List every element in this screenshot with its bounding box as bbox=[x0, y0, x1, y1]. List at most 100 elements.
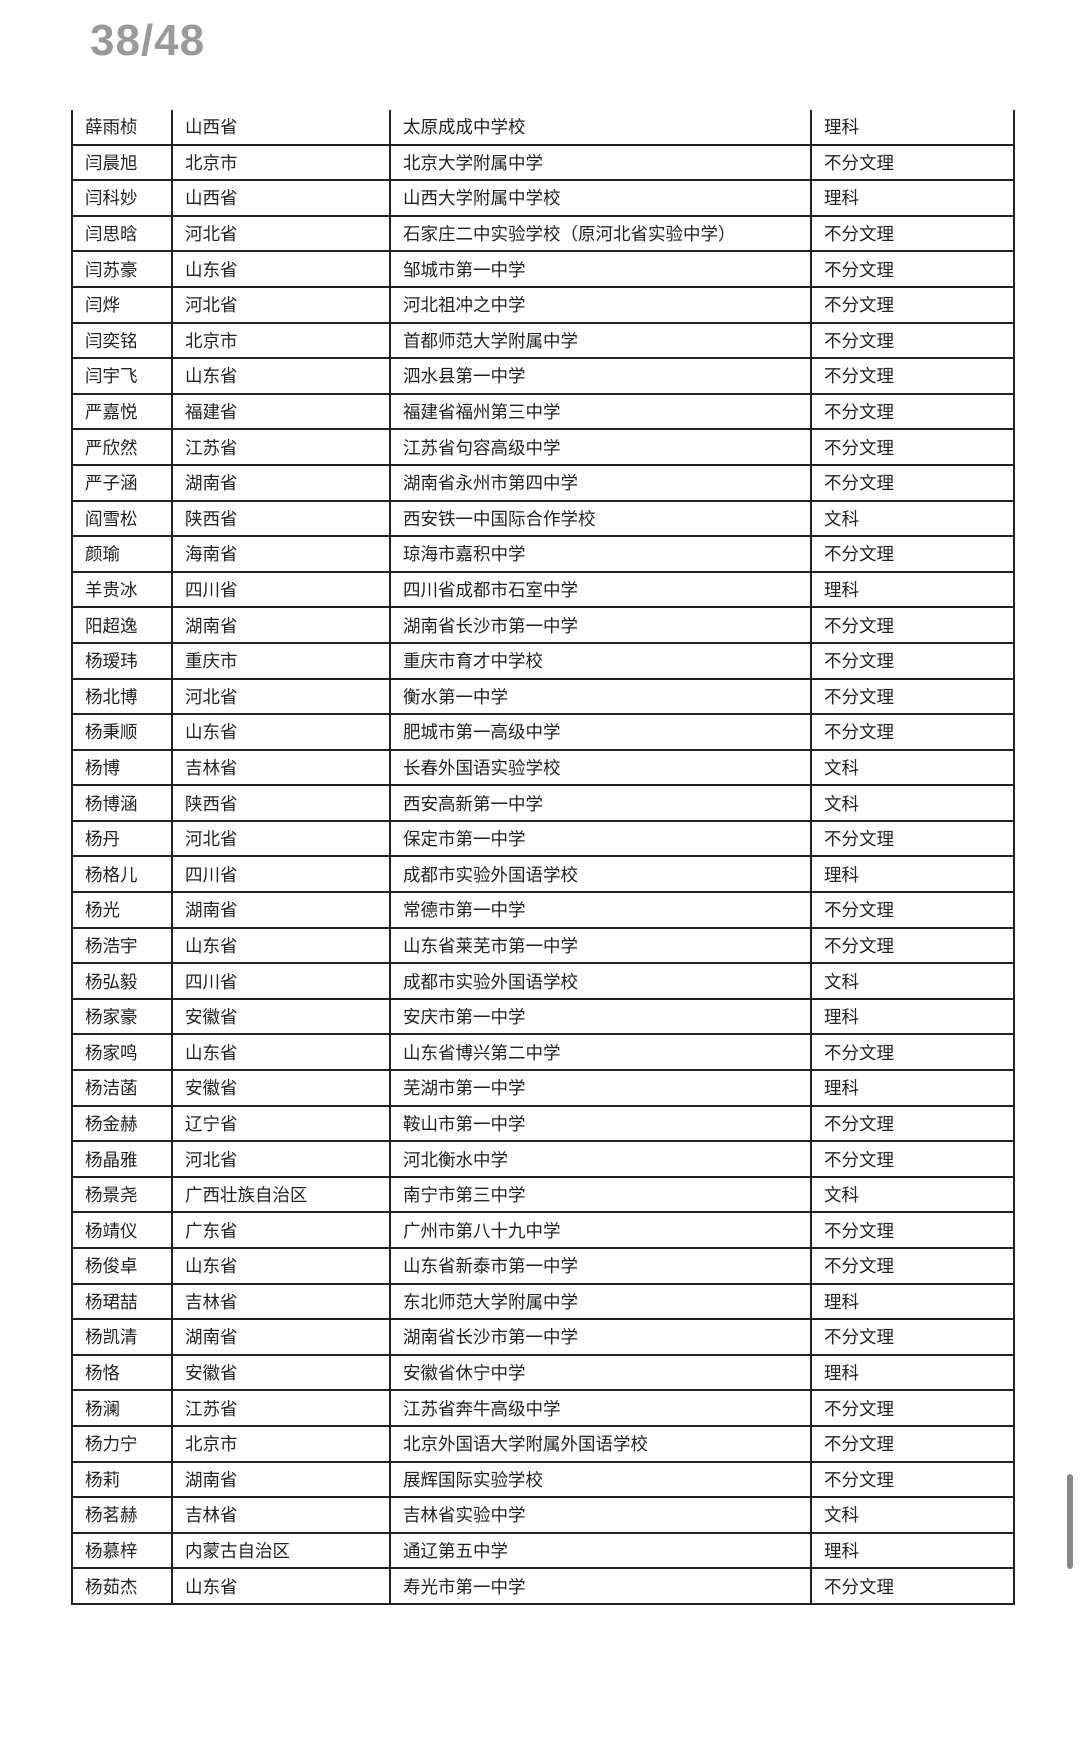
table-row: 阳超逸 湖南省 湖南省长沙市第一中学 不分文理 bbox=[71, 606, 1015, 644]
province-cell: 重庆市 bbox=[171, 641, 391, 680]
school-cell: 湖南省长沙市第一中学 bbox=[389, 1318, 812, 1356]
province-cell: 吉林省 bbox=[171, 748, 391, 787]
school-cell: 肥城市第一高级中学 bbox=[389, 713, 812, 751]
school-cell: 安徽省休宁中学 bbox=[389, 1353, 812, 1392]
name-cell: 严子涵 bbox=[71, 463, 173, 502]
name-cell: 杨弘毅 bbox=[71, 962, 173, 1000]
name-cell: 杨慕梓 bbox=[71, 1531, 173, 1570]
table-row: 杨凯清 湖南省 湖南省长沙市第一中学 不分文理 bbox=[71, 1318, 1015, 1356]
name-cell: 严欣然 bbox=[71, 428, 173, 466]
province-cell: 广东省 bbox=[171, 1211, 391, 1249]
table-row: 闫烨 河北省 河北祖冲之中学 不分文理 bbox=[71, 285, 1015, 324]
province-cell: 山西省 bbox=[171, 110, 391, 146]
name-cell: 杨家豪 bbox=[71, 997, 173, 1036]
table-row: 严欣然 江苏省 江苏省句容高级中学 不分文理 bbox=[71, 428, 1015, 466]
province-cell: 四川省 bbox=[171, 962, 391, 1000]
name-cell: 杨靖仪 bbox=[71, 1211, 173, 1249]
scrollbar[interactable] bbox=[1067, 1474, 1073, 1569]
category-cell: 不分文理 bbox=[810, 1033, 1015, 1072]
name-cell: 杨家鸣 bbox=[71, 1033, 173, 1072]
school-cell: 北京外国语大学附属外国语学校 bbox=[389, 1424, 812, 1463]
table-row: 杨秉顺 山东省 肥城市第一高级中学 不分文理 bbox=[71, 713, 1015, 751]
name-cell: 闫苏豪 bbox=[71, 250, 173, 288]
table-row: 杨光 湖南省 常德市第一中学 不分文理 bbox=[71, 891, 1015, 929]
school-cell: 展辉国际实验学校 bbox=[389, 1460, 812, 1499]
province-cell: 江苏省 bbox=[171, 1389, 391, 1427]
table-row: 杨莉 湖南省 展辉国际实验学校 不分文理 bbox=[71, 1460, 1015, 1499]
school-cell: 芜湖市第一中学 bbox=[389, 1069, 812, 1107]
category-cell: 不分文理 bbox=[810, 321, 1015, 360]
table-row: 羊贵冰 四川省 四川省成都市石室中学 理科 bbox=[71, 570, 1015, 609]
province-cell: 山东省 bbox=[171, 926, 391, 965]
category-cell: 理科 bbox=[810, 1069, 1015, 1107]
name-cell: 杨瑷玮 bbox=[71, 641, 173, 680]
category-cell: 不分文理 bbox=[810, 1140, 1015, 1178]
name-cell: 杨茹杰 bbox=[71, 1567, 173, 1605]
name-cell: 羊贵冰 bbox=[71, 570, 173, 609]
table-row: 阎雪松 陕西省 西安铁一中国际合作学校 文科 bbox=[71, 499, 1015, 538]
category-cell: 不分文理 bbox=[810, 819, 1015, 858]
category-cell: 不分文理 bbox=[810, 1424, 1015, 1463]
category-cell: 不分文理 bbox=[810, 713, 1015, 751]
name-cell: 杨丹 bbox=[71, 819, 173, 858]
school-cell: 东北师范大学附属中学 bbox=[389, 1282, 812, 1321]
province-cell: 河北省 bbox=[171, 819, 391, 858]
school-cell: 山东省博兴第二中学 bbox=[389, 1033, 812, 1072]
province-cell: 湖南省 bbox=[171, 606, 391, 644]
school-cell: 江苏省奔牛高级中学 bbox=[389, 1389, 812, 1427]
school-cell: 常德市第一中学 bbox=[389, 891, 812, 929]
school-cell: 保定市第一中学 bbox=[389, 819, 812, 858]
category-cell: 理科 bbox=[810, 570, 1015, 609]
province-cell: 河北省 bbox=[171, 214, 391, 253]
province-cell: 吉林省 bbox=[171, 1496, 391, 1534]
name-cell: 杨俊卓 bbox=[71, 1247, 173, 1285]
school-cell: 西安高新第一中学 bbox=[389, 784, 812, 822]
table-row: 严嘉悦 福建省 福建省福州第三中学 不分文理 bbox=[71, 392, 1015, 431]
table-row: 闫科妙 山西省 山西大学附属中学校 理科 bbox=[71, 179, 1015, 217]
name-cell: 杨北博 bbox=[71, 677, 173, 716]
school-cell: 衡水第一中学 bbox=[389, 677, 812, 716]
name-cell: 杨莉 bbox=[71, 1460, 173, 1499]
table-row: 杨博 吉林省 长春外国语实验学校 文科 bbox=[71, 748, 1015, 787]
page-indicator: 38/48 bbox=[90, 16, 206, 65]
category-cell: 不分文理 bbox=[810, 392, 1015, 431]
category-cell: 不分文理 bbox=[810, 463, 1015, 502]
category-cell: 不分文理 bbox=[810, 641, 1015, 680]
table-row: 杨靖仪 广东省 广州市第八十九中学 不分文理 bbox=[71, 1211, 1015, 1249]
province-cell: 安徽省 bbox=[171, 997, 391, 1036]
province-cell: 安徽省 bbox=[171, 1353, 391, 1392]
category-cell: 不分文理 bbox=[810, 535, 1015, 573]
school-cell: 邹城市第一中学 bbox=[389, 250, 812, 288]
category-cell: 文科 bbox=[810, 1175, 1015, 1214]
name-cell: 杨秉顺 bbox=[71, 713, 173, 751]
province-cell: 北京市 bbox=[171, 143, 391, 182]
table-row: 杨慕梓 内蒙古自治区 通辽第五中学 理科 bbox=[71, 1531, 1015, 1570]
category-cell: 不分文理 bbox=[810, 214, 1015, 253]
table-row: 闫思晗 河北省 石家庄二中实验学校（原河北省实验中学） 不分文理 bbox=[71, 214, 1015, 253]
school-cell: 重庆市育才中学校 bbox=[389, 641, 812, 680]
school-cell: 广州市第八十九中学 bbox=[389, 1211, 812, 1249]
name-cell: 杨博 bbox=[71, 748, 173, 787]
province-cell: 北京市 bbox=[171, 1424, 391, 1463]
table-row: 严子涵 湖南省 湖南省永州市第四中学 不分文理 bbox=[71, 463, 1015, 502]
name-cell: 颜瑜 bbox=[71, 535, 173, 573]
province-cell: 陕西省 bbox=[171, 784, 391, 822]
school-cell: 北京大学附属中学 bbox=[389, 143, 812, 182]
table-row: 杨力宁 北京市 北京外国语大学附属外国语学校 不分文理 bbox=[71, 1424, 1015, 1463]
school-cell: 四川省成都市石室中学 bbox=[389, 570, 812, 609]
table-row: 杨丹 河北省 保定市第一中学 不分文理 bbox=[71, 819, 1015, 858]
category-cell: 不分文理 bbox=[810, 1460, 1015, 1499]
province-cell: 河北省 bbox=[171, 677, 391, 716]
name-cell: 闫烨 bbox=[71, 285, 173, 324]
table-row: 闫苏豪 山东省 邹城市第一中学 不分文理 bbox=[71, 250, 1015, 288]
category-cell: 文科 bbox=[810, 784, 1015, 822]
category-cell: 不分文理 bbox=[810, 143, 1015, 182]
school-cell: 山东省莱芜市第一中学 bbox=[389, 926, 812, 965]
category-cell: 文科 bbox=[810, 499, 1015, 538]
table-row: 杨茹杰 山东省 寿光市第一中学 不分文理 bbox=[71, 1567, 1015, 1605]
category-cell: 理科 bbox=[810, 1353, 1015, 1392]
school-cell: 长春外国语实验学校 bbox=[389, 748, 812, 787]
category-cell: 理科 bbox=[810, 1282, 1015, 1321]
name-cell: 杨博涵 bbox=[71, 784, 173, 822]
province-cell: 山东省 bbox=[171, 357, 391, 395]
